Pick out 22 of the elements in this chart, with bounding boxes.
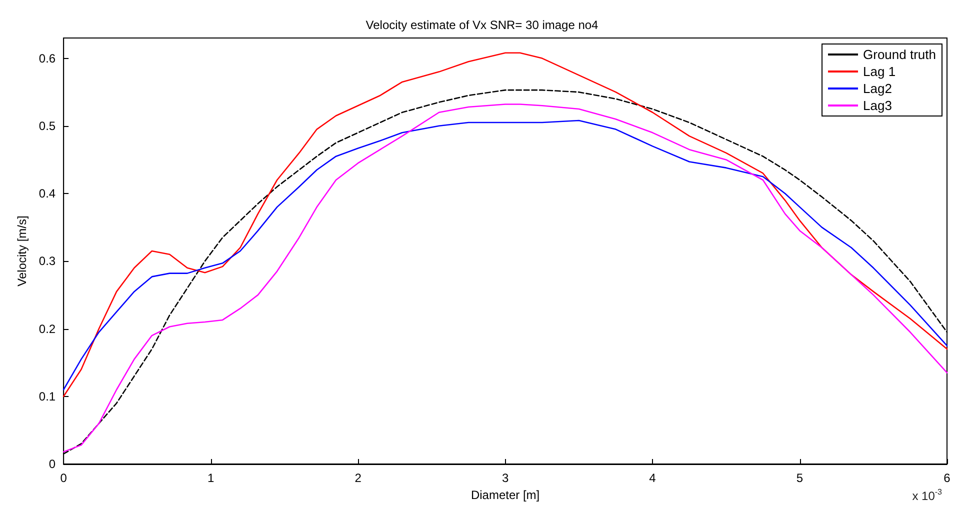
- x-tick-label: 4: [649, 471, 656, 485]
- y-tick-label: 0: [48, 457, 56, 471]
- y-tick-label: 0.6: [38, 51, 56, 66]
- x-tick-label: 2: [354, 471, 362, 485]
- x-tick-label: 0: [60, 471, 68, 485]
- y-axis-title: Velocity [m/s]: [15, 216, 29, 286]
- chart-title: Velocity estimate of Vx SNR= 30 image no4: [366, 18, 599, 32]
- y-tick-label: 0.2: [38, 322, 56, 336]
- x-tick-label: 5: [796, 471, 804, 485]
- x-axis-title: Diameter [m]: [470, 488, 540, 502]
- legend-label: Lag 1: [863, 64, 896, 79]
- legend-label: Lag2: [863, 81, 892, 96]
- legend-label: Lag3: [863, 98, 892, 113]
- y-tick-label: 0.3: [38, 254, 56, 268]
- y-tick-label: 0.1: [38, 389, 56, 404]
- y-tick-label: 0.5: [38, 118, 56, 133]
- x-tick-label: 3: [502, 471, 509, 485]
- line-series: [62, 120, 948, 390]
- y-tick-label: 0.4: [38, 186, 56, 201]
- x-tick-label: 6: [944, 471, 951, 485]
- x-tick-label: 1: [207, 471, 214, 485]
- legend-label: Ground truth: [863, 47, 936, 62]
